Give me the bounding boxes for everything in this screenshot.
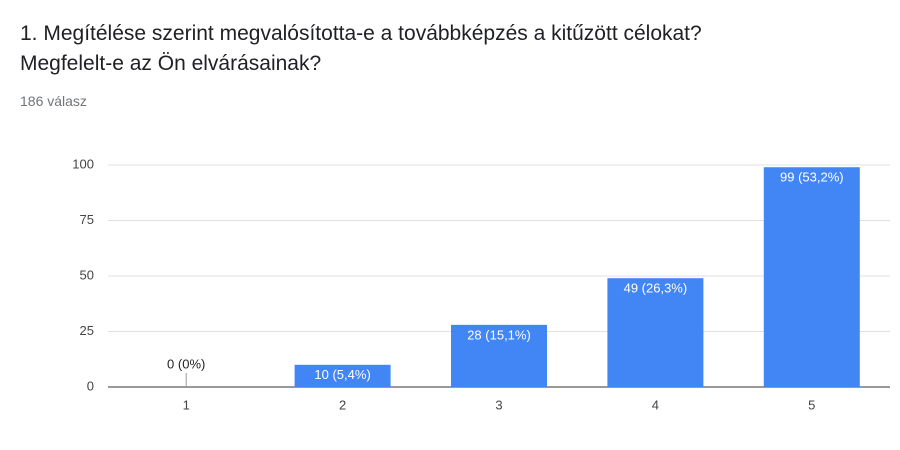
bar bbox=[607, 278, 704, 387]
y-tick-label: 50 bbox=[80, 267, 94, 282]
bar bbox=[294, 364, 391, 387]
data-label: 99 (53,2%) bbox=[780, 170, 844, 185]
x-tick-label: 3 bbox=[495, 397, 502, 412]
x-tick-label: 2 bbox=[339, 397, 346, 412]
y-tick-label: 0 bbox=[87, 378, 94, 393]
data-label: 28 (15,1%) bbox=[467, 327, 531, 342]
data-label: 10 (5,4%) bbox=[314, 367, 370, 382]
data-label: 0 (0%) bbox=[167, 356, 205, 371]
chart-title: 1. Megítélése szerint megvalósította-e a… bbox=[20, 22, 702, 75]
bar bbox=[763, 167, 860, 387]
data-label: 49 (26,3%) bbox=[624, 281, 688, 296]
response-count: 186 válasz bbox=[20, 93, 87, 109]
y-tick-label: 75 bbox=[80, 212, 94, 227]
x-tick-label: 1 bbox=[183, 397, 190, 412]
y-tick-label: 100 bbox=[72, 156, 94, 171]
y-tick-label: 25 bbox=[80, 323, 94, 338]
x-tick-label: 4 bbox=[652, 397, 659, 412]
bar bbox=[451, 324, 547, 387]
x-tick-label: 5 bbox=[808, 397, 815, 412]
